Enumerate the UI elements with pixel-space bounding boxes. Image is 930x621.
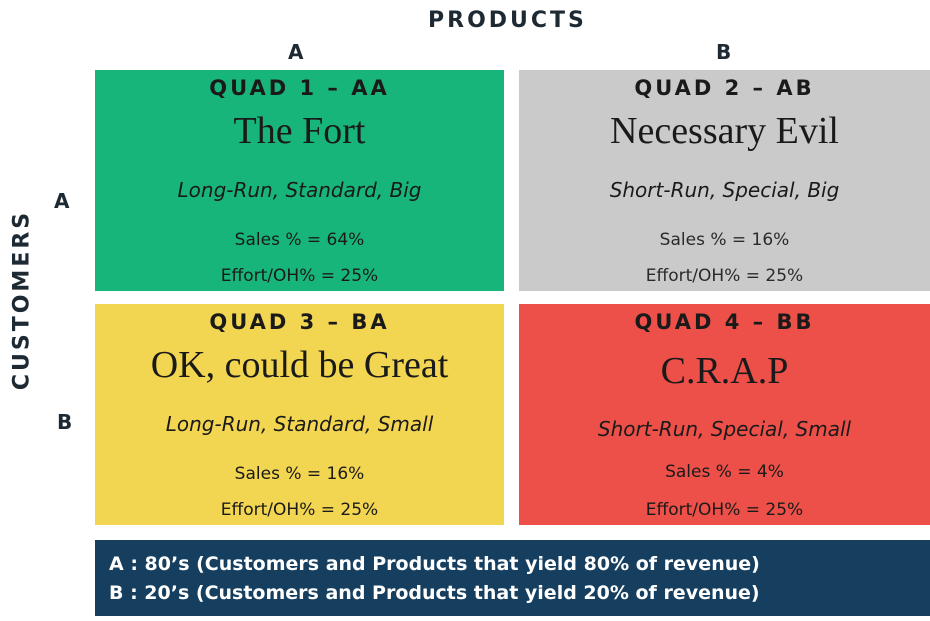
quadrant-description: Long-Run, Standard, Big: [177, 178, 422, 202]
quadrant-name: C.R.A.P: [660, 350, 789, 392]
quadrant-effort: Effort/OH% = 25%: [645, 266, 804, 286]
quadrant-sales: Sales % = 64%: [234, 230, 365, 250]
quadrant-1-the-fort: QUAD 1 – AA The Fort Long-Run, Standard,…: [95, 70, 504, 291]
quadrant-sales: Sales % = 16%: [659, 230, 790, 250]
quadrant-name: OK, could be Great: [150, 344, 449, 386]
quadrant-sales: Sales % = 16%: [234, 464, 365, 484]
column-label-b: B: [716, 40, 732, 64]
quadrant-2-necessary-evil: QUAD 2 – AB Necessary Evil Short-Run, Sp…: [519, 70, 930, 291]
quadrant-heading: QUAD 2 – AB: [634, 76, 815, 100]
legend-line-a: A : 80’s (Customers and Products that yi…: [109, 553, 760, 575]
quadrant-heading: QUAD 1 – AA: [209, 76, 390, 100]
quadrant-heading: QUAD 4 – BB: [634, 310, 815, 334]
quadrant-name: The Fort: [233, 110, 366, 152]
quadrant-effort: Effort/OH% = 25%: [645, 500, 804, 520]
quadrant-description: Short-Run, Special, Big: [609, 178, 840, 202]
customers-axis-title: CUSTOMERS: [9, 209, 35, 391]
row-label-b: B: [57, 410, 73, 434]
quadrant-heading: QUAD 3 – BA: [209, 310, 390, 334]
quadrant-effort: Effort/OH% = 25%: [220, 500, 379, 520]
quadrant-name: Necessary Evil: [610, 110, 839, 152]
quadrant-sales: Sales % = 4%: [665, 462, 784, 482]
row-label-a: A: [54, 189, 70, 213]
quadrant-description: Long-Run, Standard, Small: [165, 412, 434, 436]
quadrant-3-ok-could-be-great: QUAD 3 – BA OK, could be Great Long-Run,…: [95, 304, 504, 525]
quadrant-effort: Effort/OH% = 25%: [220, 266, 379, 286]
column-label-a: A: [288, 40, 304, 64]
products-axis-title: PRODUCTS: [428, 8, 587, 33]
quadrant-4-crap: QUAD 4 – BB C.R.A.P Short-Run, Special, …: [519, 304, 930, 525]
legend-line-b: B : 20’s (Customers and Products that yi…: [109, 582, 760, 604]
quadrant-description: Short-Run, Special, Small: [597, 417, 852, 441]
legend-box: A : 80’s (Customers and Products that yi…: [95, 540, 930, 616]
